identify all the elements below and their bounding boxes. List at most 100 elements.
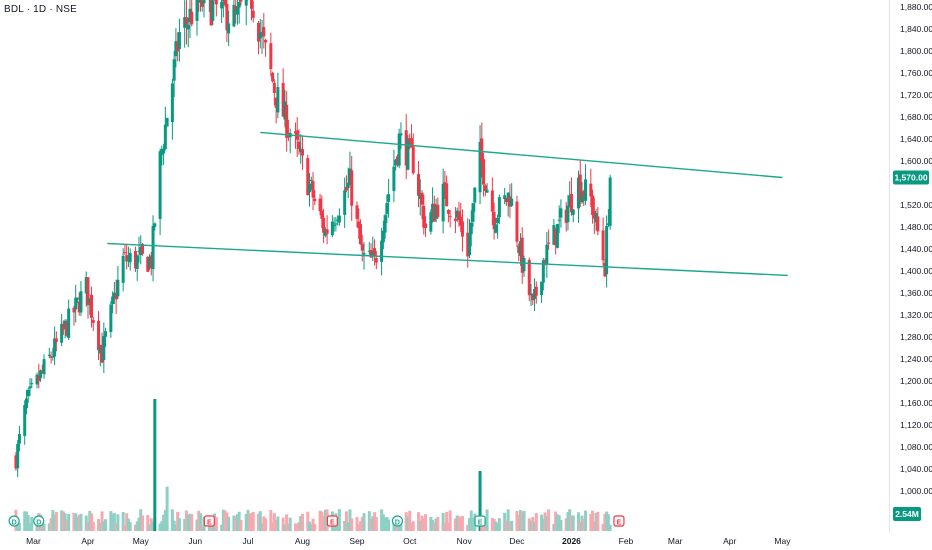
candle-body — [601, 230, 605, 261]
candle-body — [441, 183, 445, 222]
svg-text:E: E — [207, 520, 212, 527]
volume-bar — [584, 510, 588, 531]
volume-bar — [28, 523, 32, 531]
candle-body — [26, 389, 30, 397]
candle-body — [137, 250, 141, 253]
symbol-title[interactable]: BDL · 1D · NSE — [4, 4, 78, 15]
volume-bar — [374, 517, 378, 531]
candle-body — [174, 41, 178, 57]
earnings-marker-icon[interactable]: E — [326, 515, 338, 527]
candle-body — [455, 210, 459, 218]
volume-bar — [223, 510, 227, 531]
candle-body — [195, 0, 199, 21]
candle-body — [262, 27, 266, 37]
volume-bar — [135, 521, 139, 531]
dividend-marker-icon[interactable]: D — [33, 515, 45, 527]
volume-bar — [424, 514, 428, 531]
volume-bar — [322, 516, 326, 531]
earnings-marker-icon[interactable]: E — [613, 515, 625, 527]
volume-bar — [568, 509, 572, 531]
candle-body — [392, 166, 396, 191]
volume-bar — [26, 515, 30, 531]
candle-body — [606, 223, 610, 225]
trendline[interactable] — [107, 242, 788, 277]
volume-bar — [262, 516, 266, 531]
earnings-marker-icon[interactable]: E — [474, 515, 486, 527]
volume-bar — [552, 523, 556, 531]
volume-bar — [468, 518, 471, 531]
volume-bar — [251, 511, 255, 531]
svg-text:E: E — [478, 520, 483, 527]
volume-bar — [165, 486, 169, 531]
volume-bar — [225, 512, 229, 531]
volume-bar — [51, 510, 55, 531]
candle-body — [360, 244, 364, 251]
volume-bar — [40, 520, 44, 531]
candle-body — [23, 404, 27, 436]
candle-body — [98, 346, 102, 354]
trendlines[interactable] — [107, 131, 788, 277]
svg-text:D: D — [395, 520, 400, 527]
candle-body — [541, 260, 545, 283]
candle-body — [496, 217, 500, 223]
candle-body — [14, 455, 18, 469]
volume-bar — [114, 523, 118, 531]
price-tick-label: 1,760.00 — [900, 68, 932, 78]
volume-bar — [566, 512, 570, 531]
candle-body — [417, 174, 421, 196]
candle-body — [61, 325, 65, 330]
dividend-marker-icon[interactable]: D — [8, 515, 20, 527]
volume-bar — [448, 510, 452, 531]
candle-body — [385, 202, 389, 214]
time-tick-label: May — [133, 536, 150, 546]
candle-body — [260, 32, 264, 35]
candle-body — [374, 258, 378, 263]
candle-body — [285, 104, 289, 138]
price-tick-label: 1,480.00 — [900, 222, 932, 232]
volume-bar — [77, 514, 81, 531]
trendline[interactable] — [260, 131, 783, 179]
candle-body — [77, 301, 81, 313]
volume-bar — [571, 515, 575, 531]
volume-bar — [285, 514, 289, 531]
candle-body — [330, 221, 334, 236]
price-axis[interactable]: 1,880.00 1,840.00 1,800.00 1,760.00 1,720.00… — [900, 2, 932, 496]
price-tick-label: 1,200.00 — [900, 376, 932, 386]
volume-bar — [554, 511, 558, 531]
volume-bar — [480, 524, 484, 531]
candle-body — [529, 293, 533, 295]
candle-body — [151, 225, 155, 270]
candle-body — [244, 0, 248, 6]
candle-body — [515, 201, 519, 242]
candle-body — [283, 101, 287, 120]
candle-body — [281, 82, 285, 117]
time-axis[interactable]: Mar Apr May Jun Jul Aug Sep Oct Nov Dec 2026 Feb Mar… — [26, 536, 791, 546]
candle-body — [186, 24, 190, 30]
volume-bar — [380, 509, 384, 531]
volume-bar — [409, 522, 413, 531]
volume-bar — [258, 511, 262, 531]
volume-bar — [49, 518, 53, 531]
earnings-marker-icon[interactable]: E — [203, 515, 215, 527]
volume-bar — [555, 514, 559, 531]
candle-body — [306, 157, 310, 196]
candle-body — [434, 205, 438, 219]
dividend-marker-icon[interactable]: D — [391, 515, 404, 527]
volume-bar — [200, 524, 204, 531]
volume-bar — [61, 511, 65, 531]
candle-body — [102, 336, 106, 360]
volume-bar — [557, 515, 561, 531]
candle-body — [397, 133, 401, 166]
volume-bar — [348, 509, 352, 531]
volume-bar — [434, 518, 438, 531]
volume-bar — [172, 520, 176, 531]
candle-body — [503, 195, 507, 200]
volume-bar — [177, 518, 181, 531]
volume-bar — [184, 510, 188, 531]
candle-body — [123, 252, 127, 254]
volume-bar — [250, 513, 253, 531]
volume-bar — [214, 517, 218, 531]
candle-body — [480, 138, 484, 162]
